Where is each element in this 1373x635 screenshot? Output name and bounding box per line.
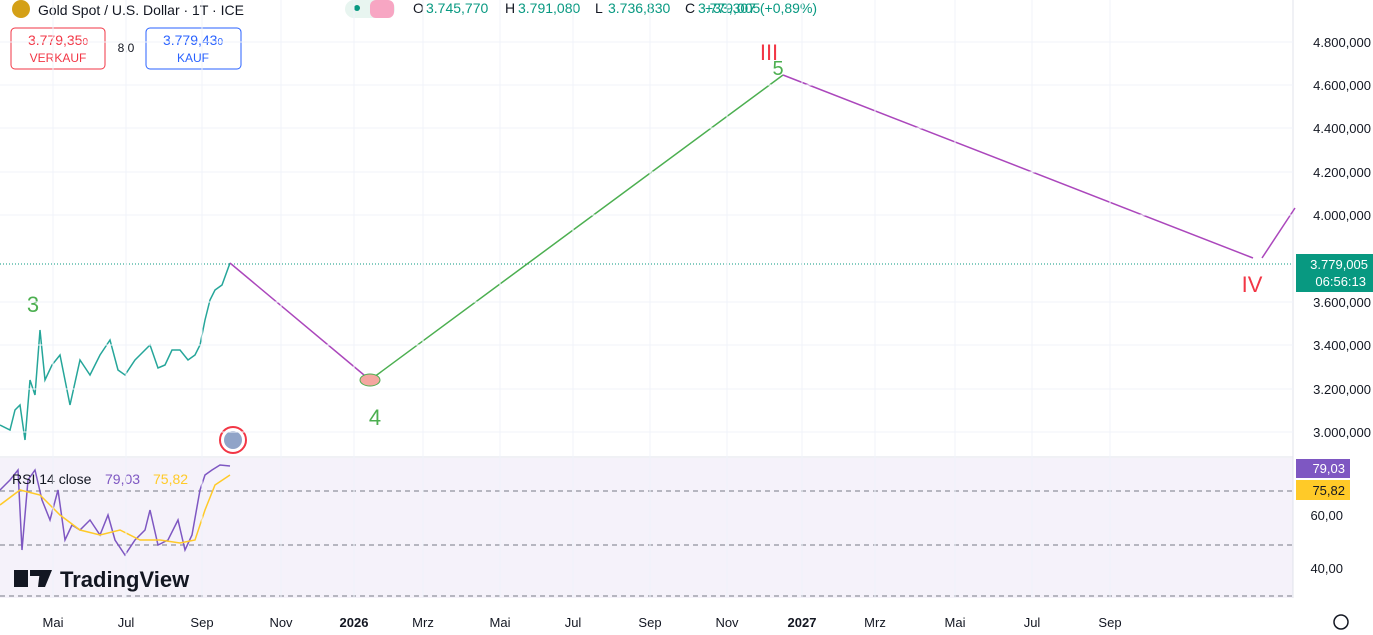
- ohlc-key: C: [685, 0, 695, 16]
- rsi-axis-label: 60,00: [1310, 508, 1343, 523]
- price-series: [0, 262, 231, 441]
- wave-line: [229, 262, 371, 381]
- price-axis-label: 3.400,000: [1313, 338, 1371, 353]
- time-axis-label: Mrz: [864, 615, 886, 630]
- wave-point: [359, 373, 381, 387]
- time-axis-label: Nov: [269, 615, 293, 630]
- sell-price: 3.779,350: [28, 32, 89, 48]
- ohlc-key: H: [505, 0, 515, 16]
- wave-label: 5: [772, 58, 783, 80]
- rsi-tag-value: 79,03: [1312, 461, 1345, 476]
- price-axis-label: 3.600,000: [1313, 295, 1371, 310]
- status-dot: [354, 5, 360, 11]
- sell-button[interactable]: [10, 27, 106, 70]
- rsi-tag: [1296, 459, 1350, 478]
- wave-label: 4: [369, 405, 381, 430]
- wave-label: III: [760, 40, 778, 65]
- time-axis-label: Mai: [945, 615, 966, 630]
- rsi-ma-tag-value: 75,82: [1312, 483, 1345, 498]
- time-axis-label: 2027: [788, 615, 817, 630]
- price-axis-label: 4.800,000: [1313, 35, 1371, 50]
- rsi-axis-label: 40,00: [1310, 561, 1343, 576]
- rsi-title: RSI 14 close: [12, 471, 92, 487]
- rsi-ma-tag: [1296, 480, 1350, 500]
- symbol-icon: [12, 0, 30, 18]
- buy-price: 3.779,430: [163, 32, 224, 48]
- time-axis-label: Sep: [190, 615, 213, 630]
- symbol[interactable]: Gold Spot / U.S. Dollar · 1T · ICE: [38, 2, 244, 18]
- rsi-ma: [0, 474, 231, 544]
- rsi-band: [0, 458, 1293, 598]
- price-axis-label: 4.200,000: [1313, 165, 1371, 180]
- countdown: 06:56:13: [1315, 274, 1366, 289]
- ohlc-value: 3.791,080: [518, 0, 580, 16]
- buy-label: KAUF: [177, 51, 209, 65]
- time-axis-label: Jul: [1024, 615, 1041, 630]
- ohlc-value: 3.779,005: [698, 0, 760, 16]
- settings-icon[interactable]: [1333, 614, 1349, 630]
- time-axis-label: Nov: [715, 615, 739, 630]
- ohlc-value: 3.745,770: [426, 0, 488, 16]
- time-axis-label: Sep: [1098, 615, 1121, 630]
- current-price-tag: [1296, 254, 1373, 292]
- time-axis-label: Jul: [565, 615, 582, 630]
- time-axis-label: Mai: [490, 615, 511, 630]
- price-axis-label: 3.200,000: [1313, 382, 1371, 397]
- ohlc-key: O: [413, 0, 424, 16]
- ohlc-key: L: [595, 0, 603, 16]
- rsi-line: [0, 464, 231, 557]
- rsi-value: 79,03: [105, 471, 140, 487]
- time-axis-label: Mai: [43, 615, 64, 630]
- wave-line: [369, 74, 784, 381]
- price-axis-label: 4.600,000: [1313, 78, 1371, 93]
- price-axis-label: 4.000,000: [1313, 208, 1371, 223]
- time-axis-label: 2026: [340, 615, 369, 630]
- current-price: 3.779,005: [1310, 257, 1368, 272]
- sell-label: VERKAUF: [30, 51, 87, 65]
- wave-label: 3: [27, 292, 39, 317]
- status-icon: [370, 0, 394, 18]
- time-axis-label: Sep: [638, 615, 661, 630]
- buy-button[interactable]: [145, 27, 242, 70]
- rsi-ma-value: 75,82: [153, 471, 188, 487]
- price-axis-label: 4.400,000: [1313, 121, 1371, 136]
- wave-line: [1261, 207, 1296, 259]
- event-flag: [224, 431, 242, 449]
- change: +33,307 (+0,89%): [705, 0, 817, 16]
- time-axis-label: Jul: [118, 615, 135, 630]
- time-axis-label: Mrz: [412, 615, 434, 630]
- wave-line: [782, 74, 1254, 259]
- brand: TradingView: [60, 567, 190, 592]
- ohlc-value: 3.736,830: [608, 0, 670, 16]
- wave-label: IV: [1242, 272, 1263, 297]
- price-axis-label: 3.000,000: [1313, 425, 1371, 440]
- brand-logo: [14, 570, 52, 587]
